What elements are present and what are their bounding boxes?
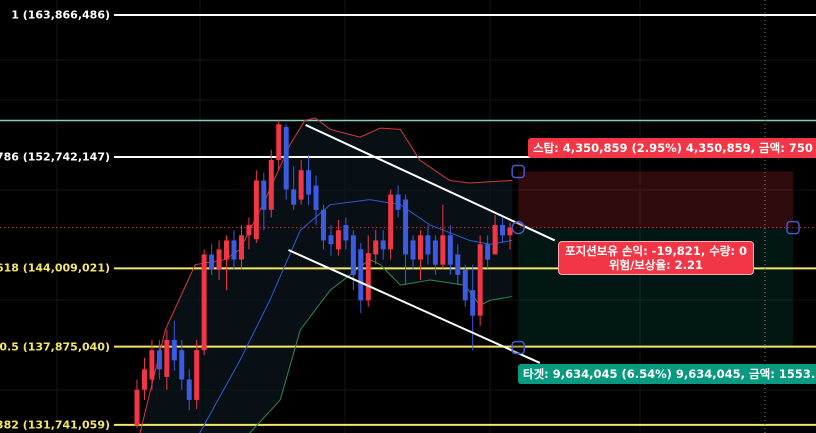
fib-level-label: 0.786 (152,742,147) [0, 150, 110, 164]
candle-body [440, 235, 446, 265]
candle-body [261, 180, 267, 210]
candle-body [171, 339, 177, 361]
candle-body [238, 235, 244, 260]
candle-body [492, 225, 498, 255]
bollinger-upper [139, 117, 513, 433]
candle-body [149, 350, 155, 380]
bollinger-middle [199, 199, 513, 433]
candle-body [156, 350, 162, 370]
candle-body [507, 227, 513, 236]
candle-body [268, 160, 274, 210]
candle-body [186, 379, 192, 400]
candle-body [291, 189, 297, 205]
candle-body [388, 194, 394, 250]
stop-loss-label: 스탑: 4,350,859 (2.95%) 4,350,859, 금액: 750 [528, 138, 816, 158]
channel-line-lower [288, 249, 541, 364]
fib-level-label: 0.382 (131,741,059) [0, 418, 110, 432]
candle-body [358, 249, 364, 301]
candle-body [276, 124, 282, 161]
candle-body [201, 254, 207, 351]
candle-body [298, 170, 304, 200]
candle-body [350, 235, 356, 275]
bollinger-fill [140, 117, 513, 433]
candle-body [380, 240, 386, 250]
candle-body [335, 230, 341, 250]
candle-body [432, 240, 438, 265]
candle-body [283, 126, 289, 190]
candle-body [194, 350, 200, 400]
take-profit-label: 타겟: 9,634,045 (6.54%) 9,634,045, 금액: 155… [518, 364, 816, 384]
candle-body [321, 209, 326, 241]
candle-body [209, 254, 215, 270]
candle-body [343, 225, 349, 241]
candle-body [462, 269, 468, 301]
entry-handle[interactable] [511, 220, 525, 235]
candle-body [395, 194, 401, 210]
candle-body [224, 240, 230, 260]
candle-body [164, 339, 170, 377]
candle-body [328, 235, 334, 245]
fib-level-label: 0.5 (137,875,040) [0, 340, 110, 354]
candle-body [313, 185, 319, 210]
fib-level-label: 0.618 (144,009,021) [0, 261, 110, 275]
risk-reward-text: 위험/보상율: 2.21 [608, 258, 704, 272]
candle-body [134, 389, 140, 426]
fib-level-label: 1 (163,866,486) [11, 8, 110, 22]
position-pnl-text: 포지션보유 손익: -19,821, 수량: 0 [565, 244, 747, 258]
candle-body [485, 244, 491, 260]
candle-body [425, 235, 431, 255]
candle-body [470, 290, 476, 316]
candle-body [410, 240, 416, 260]
candle-body [417, 235, 423, 260]
candle-body [141, 369, 147, 390]
candle-body [231, 240, 237, 260]
stop-zone [518, 171, 793, 228]
candle-body [216, 249, 222, 270]
width-handle[interactable] [786, 220, 800, 235]
candle-body [306, 170, 312, 195]
candle-body [365, 253, 371, 301]
candle-body [447, 235, 453, 265]
position-pnl-label: 포지션보유 손익: -19,821, 수량: 0 위험/보상율: 2.21 [558, 241, 754, 275]
candle-body [500, 225, 506, 236]
candle-body [455, 254, 461, 275]
candle-body [179, 350, 185, 380]
candle-body [403, 199, 409, 255]
candle-body [373, 240, 379, 255]
stop-handle[interactable] [511, 164, 525, 179]
candle-body [253, 180, 259, 240]
candle-body [477, 244, 483, 316]
candle-body [246, 225, 252, 236]
channel-line-upper [305, 124, 556, 242]
target-handle[interactable] [511, 340, 525, 355]
